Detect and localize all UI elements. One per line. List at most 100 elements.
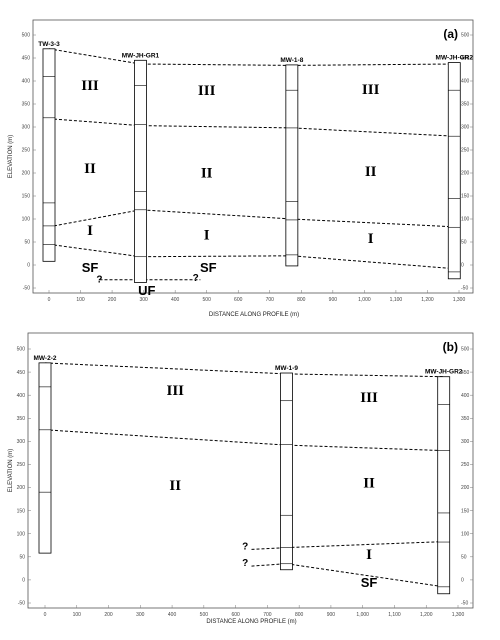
x-tick-label: 500: [200, 612, 209, 618]
x-tick-label: 800: [297, 297, 306, 303]
y-tick-label-right: 450: [461, 370, 470, 376]
hydrostratigraphic-unit-label: III: [198, 83, 216, 99]
plot-frame: [27, 332, 474, 609]
y-tick-label-right: 400: [461, 79, 470, 85]
well-name-label: MW-JH-GR2: [425, 369, 463, 376]
well-column: MW-1-8: [280, 57, 304, 267]
hydrostratigraphic-unit-label: III: [81, 78, 99, 94]
uncertain-contact-marker: ?: [242, 558, 248, 569]
y-tick-label-left: 100: [22, 217, 31, 223]
y-tick-label-left: 300: [22, 125, 31, 131]
y-tick-label-left: 300: [17, 439, 26, 445]
y-tick-label-left: 0: [22, 578, 25, 584]
x-tick-label: 800: [295, 612, 304, 618]
hydrostratigraphic-unit-label: II: [365, 164, 377, 180]
x-tick-label: 700: [263, 612, 272, 618]
well-casing: [447, 62, 461, 280]
y-tick-label-left: 250: [22, 148, 31, 154]
y-tick-label-right: 200: [461, 485, 470, 491]
hydrostratigraphic-unit-label: II: [84, 161, 96, 177]
unit-contact-dashed-line: [48, 209, 455, 228]
x-tick-label: 1,000: [356, 612, 369, 618]
y-tick-label-left: 150: [22, 194, 31, 200]
well-name-label: TW-3-3: [38, 41, 60, 48]
y-tick-label-right: 0: [461, 578, 464, 584]
y-axis-label: ELEVATION (m): [8, 135, 14, 178]
y-tick-label-right: 100: [461, 531, 470, 537]
well-casing: [38, 362, 52, 554]
x-axis-label: DISTANCE ALONG PROFILE (m): [209, 312, 299, 318]
well-column: MW-1-9: [275, 365, 298, 571]
hydrostratigraphic-unit-label: I: [368, 231, 374, 247]
x-tick-label: 900: [329, 297, 338, 303]
unit-contact-dashed-line: [48, 118, 455, 137]
y-tick-label-left: 200: [17, 485, 26, 491]
y-tick-label-left: 100: [17, 531, 26, 537]
formation-label: SF: [200, 260, 217, 275]
y-axis-label: ELEVATION (m): [8, 449, 14, 492]
x-tick-label: 600: [234, 297, 243, 303]
y-tick-label-left: 350: [22, 102, 31, 108]
well-column: MW-JH-GR2: [436, 55, 474, 280]
y-tick-label-right: 0: [461, 263, 464, 269]
y-tick-label-right: 150: [461, 194, 470, 200]
well-column: TW-3-3: [38, 41, 60, 262]
y-tick-label-right: 250: [461, 462, 470, 468]
hydrostratigraphic-unit-label: III: [166, 383, 184, 399]
y-tick-label-left: 200: [22, 171, 31, 177]
hydrostratigraphic-unit-label: II: [363, 476, 375, 492]
well-casing: [134, 59, 147, 283]
hydrostratigraphic-unit-label: I: [204, 228, 210, 244]
y-tick-label-right: 500: [461, 347, 470, 353]
unit-contact-dashed-line: [48, 243, 455, 270]
hydrostratigraphic-unit-label: III: [362, 82, 380, 98]
y-tick-label-left: 250: [17, 462, 26, 468]
y-tick-label-left: 50: [19, 555, 25, 561]
y-tick-label-left: 400: [17, 393, 26, 399]
x-tick-label: 1,300: [453, 297, 466, 303]
formation-label: SF: [82, 260, 99, 275]
well-name-label: MW-1-8: [280, 57, 303, 64]
y-tick-label-right: 50: [461, 555, 467, 561]
y-tick-label-left: -50: [23, 286, 30, 292]
y-tick-label-right: 350: [461, 102, 470, 108]
y-tick-label-right: 500: [461, 33, 470, 39]
y-tick-label-right: 400: [461, 393, 470, 399]
y-tick-label-right: -50: [461, 601, 468, 607]
y-tick-label-left: 450: [22, 56, 31, 62]
y-tick-label-left: 350: [17, 416, 26, 422]
y-tick-label-right: 200: [461, 171, 470, 177]
x-axis-label: DISTANCE ALONG PROFILE (m): [206, 619, 296, 625]
y-tick-label-left: 500: [22, 33, 31, 39]
x-tick-label: 300: [136, 612, 145, 618]
x-tick-label: 0: [44, 612, 47, 618]
y-tick-label-left: 50: [24, 240, 30, 246]
uncertain-contact-marker: ?: [96, 274, 102, 285]
well-casing: [280, 372, 293, 571]
y-tick-label-right: 300: [461, 439, 470, 445]
well-column: MW-JH-GR2: [425, 369, 463, 595]
plot-frame: [32, 19, 474, 294]
x-tick-label: 1,100: [388, 612, 401, 618]
panel-label: (a): [443, 27, 458, 41]
well-casing: [285, 64, 299, 267]
x-tick-label: 700: [266, 297, 275, 303]
x-tick-label: 200: [108, 297, 117, 303]
hydrostratigraphic-unit-label: III: [360, 390, 378, 406]
y-tick-label-right: 150: [461, 508, 470, 514]
x-tick-label: 400: [168, 612, 177, 618]
well-name-label: MW-JH-GR2: [436, 55, 474, 62]
y-tick-label-right: 50: [461, 240, 467, 246]
x-tick-label: 100: [76, 297, 85, 303]
hydrostratigraphic-unit-label: I: [87, 223, 93, 239]
x-tick-label: 1,200: [420, 612, 433, 618]
well-casing: [42, 48, 56, 262]
hydrostratigraphic-unit-label: I: [366, 547, 372, 563]
uncertain-contact-marker: ?: [242, 541, 248, 552]
x-tick-label: 100: [73, 612, 82, 618]
cross-section-panel-a: -50 -50 0 0 50 50 100 100 150 150 200 200 250 250 300 3…: [8, 19, 474, 318]
y-tick-label-left: 150: [17, 508, 26, 514]
unit-contact-dashed-line: [48, 48, 455, 66]
x-tick-label: 1,300: [452, 612, 465, 618]
x-tick-label: 600: [231, 612, 240, 618]
